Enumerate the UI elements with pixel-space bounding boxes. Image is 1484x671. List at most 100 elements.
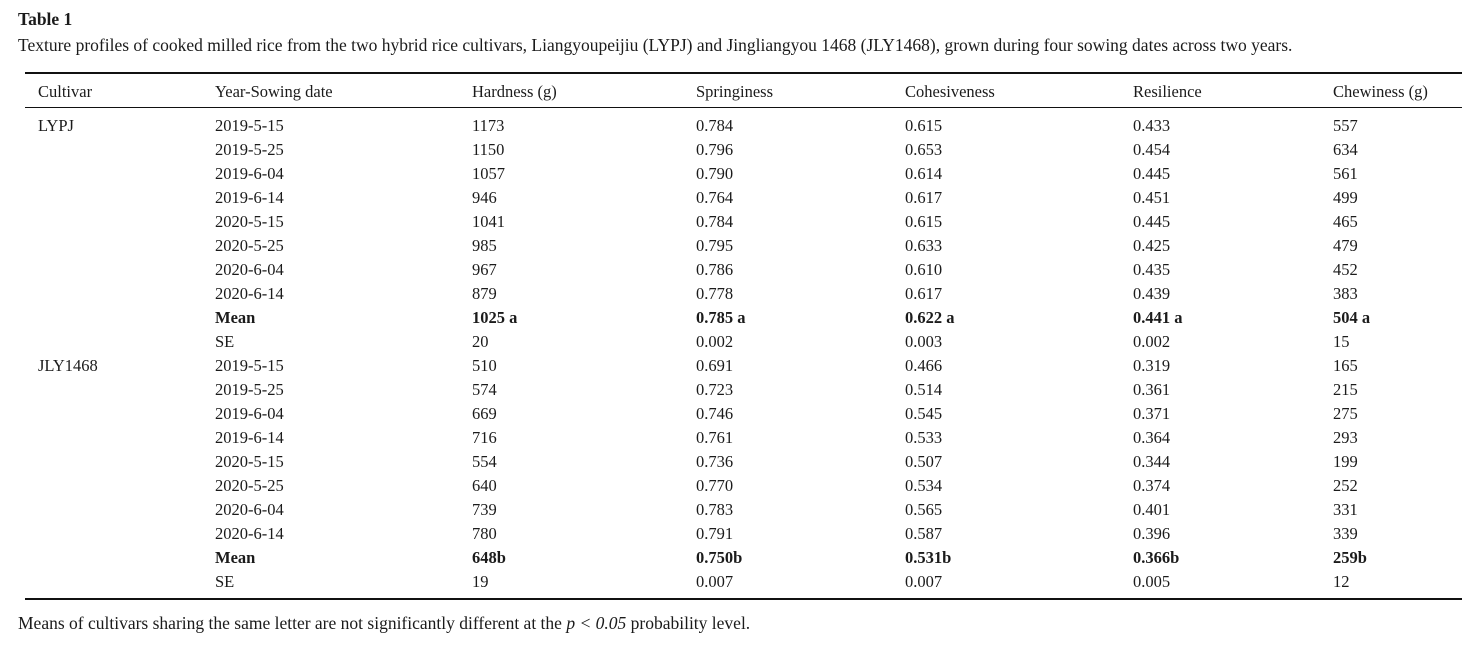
table-cell: 0.344 — [1133, 452, 1171, 471]
table-cell: 339 — [1333, 524, 1358, 543]
table-cell: 554 — [472, 452, 497, 471]
table-cell: 0.764 — [696, 188, 734, 207]
table-cell: 557 — [1333, 116, 1358, 135]
table-cell: 0.790 — [696, 164, 734, 183]
table-row: SE 20 0.002 0.003 0.002 15 — [25, 330, 1462, 354]
table-cell: 0.435 — [1133, 260, 1171, 279]
table-cell: 0.784 — [696, 116, 734, 135]
table-cell: 0.005 — [1133, 572, 1171, 591]
table-row: 2020-5-15 554 0.736 0.507 0.344 199 — [25, 450, 1462, 474]
table-cell: 0.653 — [905, 140, 943, 159]
table-cell: 293 — [1333, 428, 1358, 447]
table-row: Mean 1025 a 0.785 a 0.622 a 0.441 a 504 a — [25, 306, 1462, 330]
table-cell: 0.796 — [696, 140, 734, 159]
table-cell: 2020-6-04 — [215, 260, 284, 279]
table-cell: 0.445 — [1133, 212, 1171, 231]
table-cell: 0.795 — [696, 236, 734, 255]
table-cell — [25, 474, 215, 498]
table-row: 2019-6-14 716 0.761 0.533 0.364 293 — [25, 426, 1462, 450]
table-cell: 2019-5-25 — [215, 380, 284, 399]
column-header-springiness: Springiness — [696, 81, 774, 101]
table-cell: Mean — [215, 548, 256, 567]
table-cell: 499 — [1333, 188, 1358, 207]
table-cell: 0.786 — [696, 260, 734, 279]
table-footnote: Means of cultivars sharing the same lett… — [18, 611, 1464, 635]
table-cell: 215 — [1333, 380, 1358, 399]
header-row: Cultivar Year-Sowing date Hardness (g) S… — [25, 73, 1462, 108]
table-row: 2019-5-25 574 0.723 0.514 0.361 215 — [25, 378, 1462, 402]
table-cell: 0.622 a — [905, 308, 955, 327]
column-header-resilience: Resilience — [1133, 81, 1202, 101]
table-cell: 2020-5-15 — [215, 212, 284, 231]
table-cell: 0.783 — [696, 500, 734, 519]
table-cell: 252 — [1333, 476, 1358, 495]
table-cell — [25, 330, 215, 354]
table-row: JLY1468 2019-5-15 510 0.691 0.466 0.319 165 — [25, 354, 1462, 378]
table-row: 2020-5-25 985 0.795 0.633 0.425 479 — [25, 234, 1462, 258]
table-cell: 946 — [472, 188, 497, 207]
table-cell: 0.778 — [696, 284, 734, 303]
table-cell: 19 — [472, 572, 489, 591]
column-header-hardness: Hardness (g) — [472, 81, 557, 101]
table-cell — [25, 258, 215, 282]
table-cell: 0.361 — [1133, 380, 1171, 399]
table-row: 2020-6-14 879 0.778 0.617 0.439 383 — [25, 282, 1462, 306]
table-cell: 0.770 — [696, 476, 734, 495]
column-header-sowing-date: Year-Sowing date — [215, 81, 333, 101]
table-cell: 0.746 — [696, 404, 734, 423]
table-row: 2019-6-04 1057 0.790 0.614 0.445 561 — [25, 162, 1462, 186]
table-cell: 275 — [1333, 404, 1358, 423]
table-row: 2020-5-15 1041 0.784 0.615 0.445 465 — [25, 210, 1462, 234]
column-header-cohesiveness: Cohesiveness — [905, 81, 995, 101]
table-cell: 0.514 — [905, 380, 943, 399]
column-header-cultivar: Cultivar — [38, 81, 93, 101]
table-cell: 0.723 — [696, 380, 734, 399]
table-cell: 879 — [472, 284, 497, 303]
table-cell: 510 — [472, 356, 497, 375]
table-cell: 0.445 — [1133, 164, 1171, 183]
table-cell: 0.003 — [905, 332, 943, 351]
table-cell: 0.002 — [696, 332, 734, 351]
table-body: LYPJ 2019-5-15 1173 0.784 0.615 0.433 557 2019-… — [25, 108, 1462, 600]
table-cell: 2020-6-14 — [215, 284, 284, 303]
table-cell: 634 — [1333, 140, 1358, 159]
table-cell — [25, 570, 215, 599]
table-cell: 0.633 — [905, 236, 943, 255]
table-cell — [25, 378, 215, 402]
table-cell: 0.433 — [1133, 116, 1171, 135]
table-cell: 0.319 — [1133, 356, 1171, 375]
footnote-text-prefix: Means of cultivars sharing the same lett… — [18, 613, 567, 633]
table-cell — [25, 426, 215, 450]
table-cell: 0.750b — [696, 548, 743, 567]
table-cell: 2019-5-25 — [215, 140, 284, 159]
table-cell: 574 — [472, 380, 497, 399]
table-cell: 0.396 — [1133, 524, 1171, 543]
table-row: 2020-5-25 640 0.770 0.534 0.374 252 — [25, 474, 1462, 498]
table-label: Table 1 — [18, 9, 73, 29]
table-cell — [25, 450, 215, 474]
table-cell: 0.617 — [905, 188, 943, 207]
table-cell: 0.534 — [905, 476, 943, 495]
table-cell: 1057 — [472, 164, 505, 183]
table-cell — [25, 282, 215, 306]
table-cell: 0.615 — [905, 116, 943, 135]
table-cell: LYPJ — [38, 116, 74, 135]
table-cell: 0.785 a — [696, 308, 746, 327]
table-cell: 739 — [472, 500, 497, 519]
table-cell: 0.425 — [1133, 236, 1171, 255]
table-cell: 0.587 — [905, 524, 943, 543]
table-cell: 0.002 — [1133, 332, 1171, 351]
table-cell: 0.565 — [905, 500, 943, 519]
table-row: 2020-6-14 780 0.791 0.587 0.396 339 — [25, 522, 1462, 546]
table-cell: 0.441 a — [1133, 308, 1183, 327]
table-cell: 479 — [1333, 236, 1358, 255]
table-cell: 0.451 — [1133, 188, 1171, 207]
table-cell: 780 — [472, 524, 497, 543]
table-cell — [25, 402, 215, 426]
table-cell — [25, 234, 215, 258]
table-cell: 0.791 — [696, 524, 734, 543]
table-cell: 716 — [472, 428, 497, 447]
table-cell: 165 — [1333, 356, 1358, 375]
table-cell: 1173 — [472, 116, 505, 135]
table-cell: 2019-6-04 — [215, 404, 284, 423]
